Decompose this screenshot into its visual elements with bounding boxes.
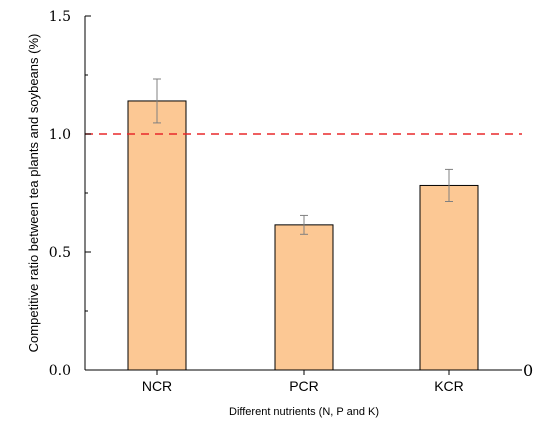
y-axis-title: Competitive ratio between tea plants and… [26, 34, 41, 353]
x-tick-label-pcr: PCR [289, 378, 319, 394]
x-tick-label-ncr: NCR [142, 378, 172, 394]
y-tick-label-0: 0.0 [49, 363, 71, 379]
bar-pcr [274, 224, 334, 371]
y-tick-label-1: 0.5 [49, 245, 71, 261]
bar-ncr [127, 100, 187, 371]
x-axis-end-label: 0 [523, 361, 533, 380]
x-axis-title: Different nutrients (N, P and K) [229, 406, 379, 418]
error-bar-ncr [153, 78, 161, 124]
error-bar-kcr [445, 168, 453, 202]
y-tick-label-3: 1.5 [49, 9, 71, 25]
x-ticks-group: NCR PCR KCR [142, 370, 464, 394]
error-bars-group [153, 78, 453, 235]
x-tick-label-kcr: KCR [434, 378, 464, 394]
y-ticks-group: 0.0 0.5 1.0 1.5 [49, 9, 91, 379]
y-tick-label-2: 1.0 [49, 127, 71, 143]
bars-group [127, 100, 479, 371]
bar-kcr [419, 184, 479, 371]
error-bar-pcr [300, 214, 308, 235]
